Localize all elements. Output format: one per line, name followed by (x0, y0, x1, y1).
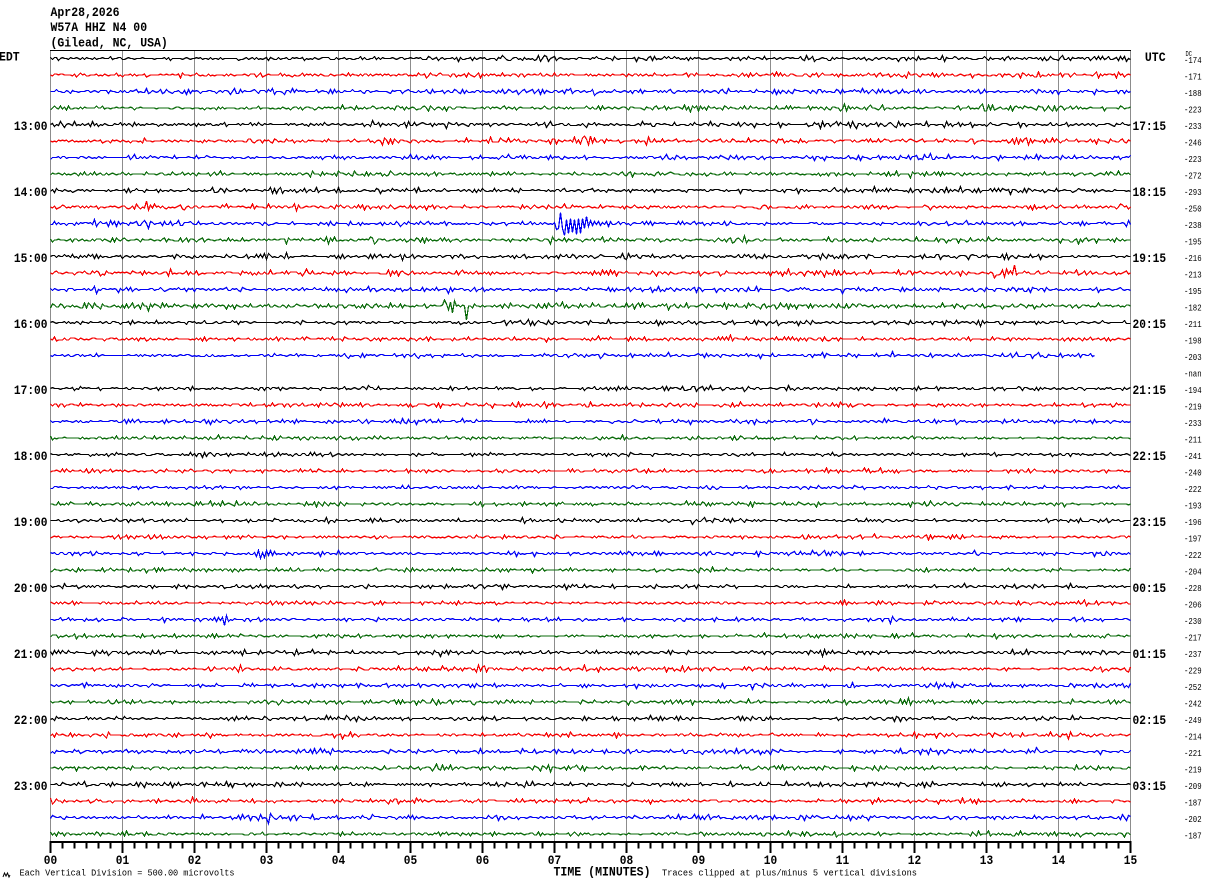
svg-text:-240: -240 (1184, 468, 1202, 479)
svg-text:21:15: 21:15 (1133, 383, 1167, 398)
svg-text:TIME (MINUTES): TIME (MINUTES) (554, 865, 651, 880)
svg-text:EDT: EDT (0, 50, 20, 65)
svg-text:-293: -293 (1184, 187, 1202, 198)
svg-text:15:00: 15:00 (14, 251, 48, 266)
svg-text:-198: -198 (1184, 336, 1202, 347)
svg-text:-272: -272 (1184, 171, 1202, 182)
svg-text:-228: -228 (1184, 583, 1202, 594)
svg-text:(Gilead, NC, USA): (Gilead, NC, USA) (51, 36, 168, 51)
svg-text:-241: -241 (1184, 451, 1202, 462)
svg-text:-213: -213 (1184, 270, 1202, 281)
svg-text:23:15: 23:15 (1133, 515, 1167, 530)
svg-text:02:15: 02:15 (1133, 713, 1167, 728)
svg-text:-249: -249 (1184, 715, 1202, 726)
svg-text:Traces clipped at plus/minus 5: Traces clipped at plus/minus 5 vertical … (662, 868, 917, 879)
svg-text:-174: -174 (1184, 55, 1202, 66)
svg-text:-219: -219 (1184, 765, 1202, 776)
svg-text:-193: -193 (1184, 501, 1202, 512)
svg-text:18:00: 18:00 (14, 449, 48, 464)
svg-text:-229: -229 (1184, 666, 1202, 677)
svg-text:DC: DC (1186, 51, 1193, 59)
svg-text:-187: -187 (1184, 831, 1202, 842)
svg-text:-187: -187 (1184, 798, 1202, 809)
svg-text:-246: -246 (1184, 138, 1202, 149)
svg-text:UTC: UTC (1145, 50, 1166, 65)
svg-text:-nan: -nan (1184, 369, 1202, 380)
svg-text:20:15: 20:15 (1133, 317, 1167, 332)
svg-text:22:15: 22:15 (1133, 449, 1167, 464)
svg-text:-195: -195 (1184, 286, 1202, 297)
svg-text:-171: -171 (1184, 72, 1202, 83)
svg-text:-202: -202 (1184, 814, 1202, 825)
svg-text:-221: -221 (1184, 748, 1202, 759)
svg-text:13:00: 13:00 (14, 119, 48, 134)
svg-text:-214: -214 (1184, 732, 1202, 743)
svg-text:00: 00 (44, 853, 58, 868)
svg-text:W57A HHZ N4 00: W57A HHZ N4 00 (51, 20, 148, 35)
svg-text:06: 06 (476, 853, 490, 868)
svg-text:-196: -196 (1184, 517, 1202, 528)
svg-text:09: 09 (692, 853, 706, 868)
svg-text:22:00: 22:00 (14, 713, 48, 728)
svg-text:-211: -211 (1184, 319, 1202, 330)
svg-text:-188: -188 (1184, 88, 1202, 99)
svg-text:02: 02 (188, 853, 202, 868)
svg-text:-204: -204 (1184, 567, 1202, 578)
svg-text:16:00: 16:00 (14, 317, 48, 332)
svg-text:01: 01 (116, 853, 130, 868)
svg-text:12: 12 (908, 853, 922, 868)
svg-text:15: 15 (1124, 853, 1138, 868)
svg-text:13: 13 (980, 853, 994, 868)
svg-text:00:15: 00:15 (1133, 581, 1167, 596)
svg-text:04: 04 (332, 853, 346, 868)
svg-text:-233: -233 (1184, 121, 1202, 132)
svg-text:07: 07 (548, 853, 561, 868)
svg-text:14: 14 (1052, 853, 1066, 868)
svg-text:20:00: 20:00 (14, 581, 48, 596)
svg-text:-237: -237 (1184, 649, 1202, 660)
svg-text:01:15: 01:15 (1133, 647, 1167, 662)
svg-text:Each Vertical Division = 500.: Each Vertical Division = 500.00 microvol… (20, 868, 235, 879)
svg-text:17:15: 17:15 (1133, 119, 1167, 134)
svg-text:-222: -222 (1184, 550, 1202, 561)
svg-text:21:00: 21:00 (14, 647, 48, 662)
svg-text:19:00: 19:00 (14, 515, 48, 530)
svg-text:10: 10 (764, 853, 778, 868)
svg-text:11: 11 (836, 853, 850, 868)
svg-text:-233: -233 (1184, 418, 1202, 429)
svg-text:-238: -238 (1184, 220, 1202, 231)
svg-text:03:15: 03:15 (1133, 779, 1167, 794)
svg-text:-217: -217 (1184, 633, 1202, 644)
svg-text:-203: -203 (1184, 352, 1202, 363)
svg-text:18:15: 18:15 (1133, 185, 1167, 200)
svg-text:-223: -223 (1184, 154, 1202, 165)
svg-text:-219: -219 (1184, 402, 1202, 413)
svg-text:-250: -250 (1184, 204, 1202, 215)
svg-text:-230: -230 (1184, 616, 1202, 627)
svg-text:-195: -195 (1184, 237, 1202, 248)
svg-text:Apr28,2026: Apr28,2026 (51, 5, 120, 20)
svg-text:-242: -242 (1184, 699, 1202, 710)
svg-text:05: 05 (404, 853, 418, 868)
svg-text:23:00: 23:00 (14, 779, 48, 794)
svg-text:-194: -194 (1184, 385, 1202, 396)
svg-text:-209: -209 (1184, 781, 1202, 792)
svg-text:19:15: 19:15 (1133, 251, 1167, 266)
svg-text:-182: -182 (1184, 303, 1202, 314)
svg-text:-222: -222 (1184, 484, 1202, 495)
svg-text:17:00: 17:00 (14, 383, 48, 398)
svg-text:14:00: 14:00 (14, 185, 48, 200)
svg-text:-216: -216 (1184, 253, 1202, 264)
svg-text:-211: -211 (1184, 435, 1202, 446)
svg-text:-223: -223 (1184, 105, 1202, 116)
svg-text:-206: -206 (1184, 600, 1202, 611)
svg-text:-252: -252 (1184, 682, 1202, 693)
svg-text:-197: -197 (1184, 534, 1202, 545)
svg-text:08: 08 (620, 853, 634, 868)
svg-text:03: 03 (260, 853, 274, 868)
